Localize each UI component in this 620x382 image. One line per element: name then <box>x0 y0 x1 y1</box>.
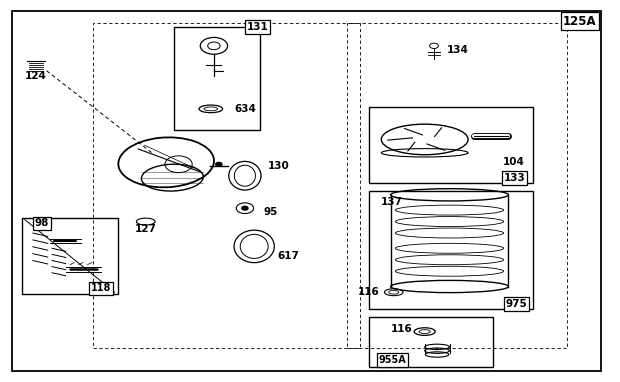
Circle shape <box>242 206 248 210</box>
Bar <box>369 107 533 183</box>
Text: 98: 98 <box>35 219 50 228</box>
Text: 118: 118 <box>91 283 111 293</box>
Text: 95: 95 <box>264 207 278 217</box>
Text: 124: 124 <box>25 71 47 81</box>
Text: 634: 634 <box>234 104 256 114</box>
Circle shape <box>216 162 222 166</box>
Bar <box>93 23 360 348</box>
Text: 617: 617 <box>278 251 299 261</box>
Text: 116: 116 <box>358 287 380 297</box>
Bar <box>174 27 260 130</box>
Text: 116: 116 <box>391 324 412 333</box>
Text: 131: 131 <box>246 22 268 32</box>
Text: 137: 137 <box>381 197 403 207</box>
Text: 975: 975 <box>505 299 528 309</box>
Bar <box>369 317 493 367</box>
Bar <box>347 23 567 348</box>
Text: 133: 133 <box>503 173 526 183</box>
Text: 104: 104 <box>502 157 525 167</box>
Text: 130: 130 <box>268 161 290 171</box>
Bar <box>22 218 118 294</box>
Text: 127: 127 <box>135 224 157 234</box>
Text: 134: 134 <box>446 45 468 55</box>
Bar <box>369 191 533 309</box>
Text: 955A: 955A <box>379 355 406 365</box>
Text: 125A: 125A <box>563 15 596 28</box>
